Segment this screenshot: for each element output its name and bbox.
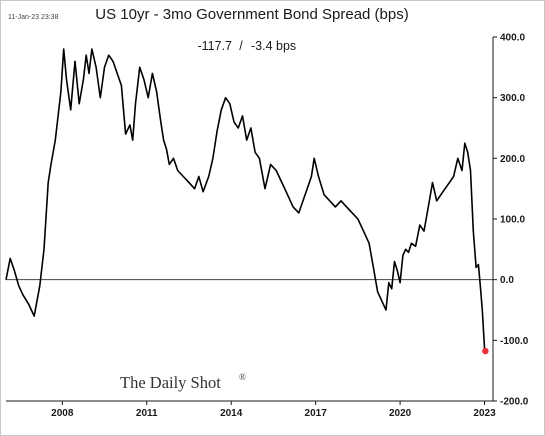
readout-separator: / (239, 39, 243, 53)
x-tick-label: 2008 (51, 408, 74, 419)
y-tick-label: -200.0 (500, 397, 529, 408)
y-tick-label: 200.0 (500, 154, 525, 165)
logo-text: The Daily Shot (120, 373, 221, 392)
readout: -117.7 / -3.4 bps (197, 39, 296, 53)
last-value-point (482, 347, 489, 355)
x-tick-label: 2014 (220, 408, 243, 419)
x-tick-label: 2023 (473, 408, 496, 419)
timestamp: 11-Jan-23 23:38 (8, 14, 59, 21)
y-tick-label: 400.0 (500, 33, 525, 44)
readout-value: -117.7 (197, 39, 232, 53)
y-tick-label: 100.0 (500, 215, 525, 226)
x-axis: 2008 2011 2014 2017 2020 2023 (6, 400, 496, 419)
chart-title: US 10yr - 3mo Government Bond Spread (bp… (95, 6, 408, 23)
y-tick-label: 300.0 (500, 93, 525, 104)
x-tick-label: 2017 (305, 408, 328, 419)
logo-registered-mark: ® (239, 372, 246, 382)
series-layer (5, 48, 489, 355)
spread-series-line (5, 48, 487, 352)
y-tick-label: 0.0 (500, 275, 514, 286)
y-tick-label: -100.0 (500, 336, 529, 347)
y-axis: 400.0 300.0 200.0 100.0 0.0 -100.0 -200.0 (492, 33, 529, 408)
x-tick-label: 2020 (389, 408, 412, 419)
daily-shot-logo: The Daily Shot ® (120, 372, 246, 392)
readout-change: -3.4 bps (251, 39, 296, 53)
x-tick-label: 2011 (136, 408, 158, 419)
